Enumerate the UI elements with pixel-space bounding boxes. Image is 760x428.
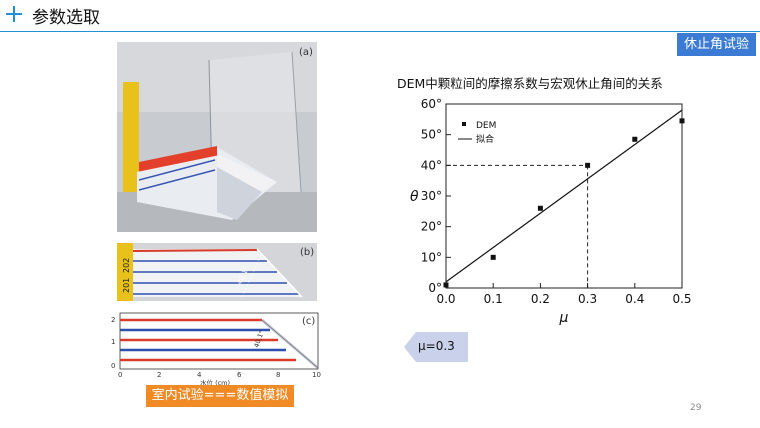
- legend-marker-dem: [462, 122, 466, 126]
- panel-b-label: (b): [300, 247, 314, 258]
- page-number: 29: [690, 403, 702, 413]
- c-x-tick: 0: [118, 371, 122, 379]
- y-tick-label: 20°: [421, 220, 442, 234]
- x-tick-label: 0.3: [578, 292, 597, 306]
- c-xlabel: 水位 (cm): [200, 378, 230, 386]
- angle-label-b: 40.1°: [236, 265, 251, 286]
- y-axis-label: θ: [410, 189, 419, 205]
- ruler-label: 202: [122, 258, 131, 273]
- x-tick-label: 0.1: [484, 292, 503, 306]
- data-point: [537, 205, 543, 211]
- data-point: [443, 282, 449, 288]
- ruler-icon: [123, 82, 139, 192]
- data-point: [632, 136, 638, 142]
- y-tick-label: 40°: [421, 158, 442, 172]
- x-tick-label: 0.5: [672, 292, 691, 306]
- chart-title: DEM中颗粒间的摩擦系数与宏观休止角间的关系: [397, 76, 663, 91]
- panel-c-simulation: 2 1 0 0 2 4 6 8 10 水位 (cm) 40.1° (c): [100, 308, 330, 387]
- x-axis-label: μ: [559, 310, 569, 326]
- page-title: 参数选取: [32, 8, 100, 28]
- top-bar: 参数选取: [0, 0, 760, 33]
- ruler-label: 201: [122, 278, 131, 293]
- x-tick-label: 0.2: [531, 292, 550, 306]
- experiment-badge: 休止角试验: [677, 33, 756, 56]
- plus-icon: [6, 6, 22, 22]
- x-tick-label: 0.0: [436, 292, 455, 306]
- c-y-tick: 2: [111, 316, 115, 324]
- photo-sandbox-a: (a): [117, 42, 317, 232]
- photo-slope-b: 202 201 40.1° (b): [117, 243, 317, 301]
- y-tick-label: 60°: [421, 97, 442, 111]
- c-x-tick: 2: [157, 371, 161, 379]
- data-point: [585, 162, 591, 168]
- x-tick-label: 0.4: [625, 292, 644, 306]
- mu-value-label: μ=0.3: [418, 339, 455, 353]
- panel-a-label: (a): [299, 47, 313, 58]
- mu-value-tag: μ=0.3: [404, 332, 468, 362]
- c-x-tick: 4: [197, 371, 202, 379]
- y-tick-label: 30°: [421, 189, 442, 203]
- c-y-tick: 0: [111, 362, 115, 370]
- c-x-tick: 10: [312, 371, 321, 379]
- header-divider: [0, 31, 760, 32]
- panel-c-label: (c): [302, 316, 315, 327]
- c-x-tick: 6: [237, 371, 242, 379]
- y-tick-label: 50°: [421, 128, 442, 142]
- y-tick-label: 10°: [421, 250, 442, 264]
- legend-label-dem: DEM: [476, 121, 496, 131]
- data-point: [490, 254, 496, 260]
- comparison-label: 室内试验===数值模拟: [146, 385, 294, 407]
- fit-line: [445, 109, 683, 283]
- y-tick-label: 0°: [428, 281, 442, 295]
- c-x-tick: 8: [276, 371, 280, 379]
- friction-angle-chart: 0.0 0.1 0.2 0.3 0.4 0.5 0° 10° 20° 30° 40° 50° 60° μ θ…: [410, 97, 692, 326]
- c-y-tick: 1: [111, 338, 115, 346]
- data-point: [679, 118, 685, 124]
- legend-label-fit: 拟合: [476, 133, 494, 145]
